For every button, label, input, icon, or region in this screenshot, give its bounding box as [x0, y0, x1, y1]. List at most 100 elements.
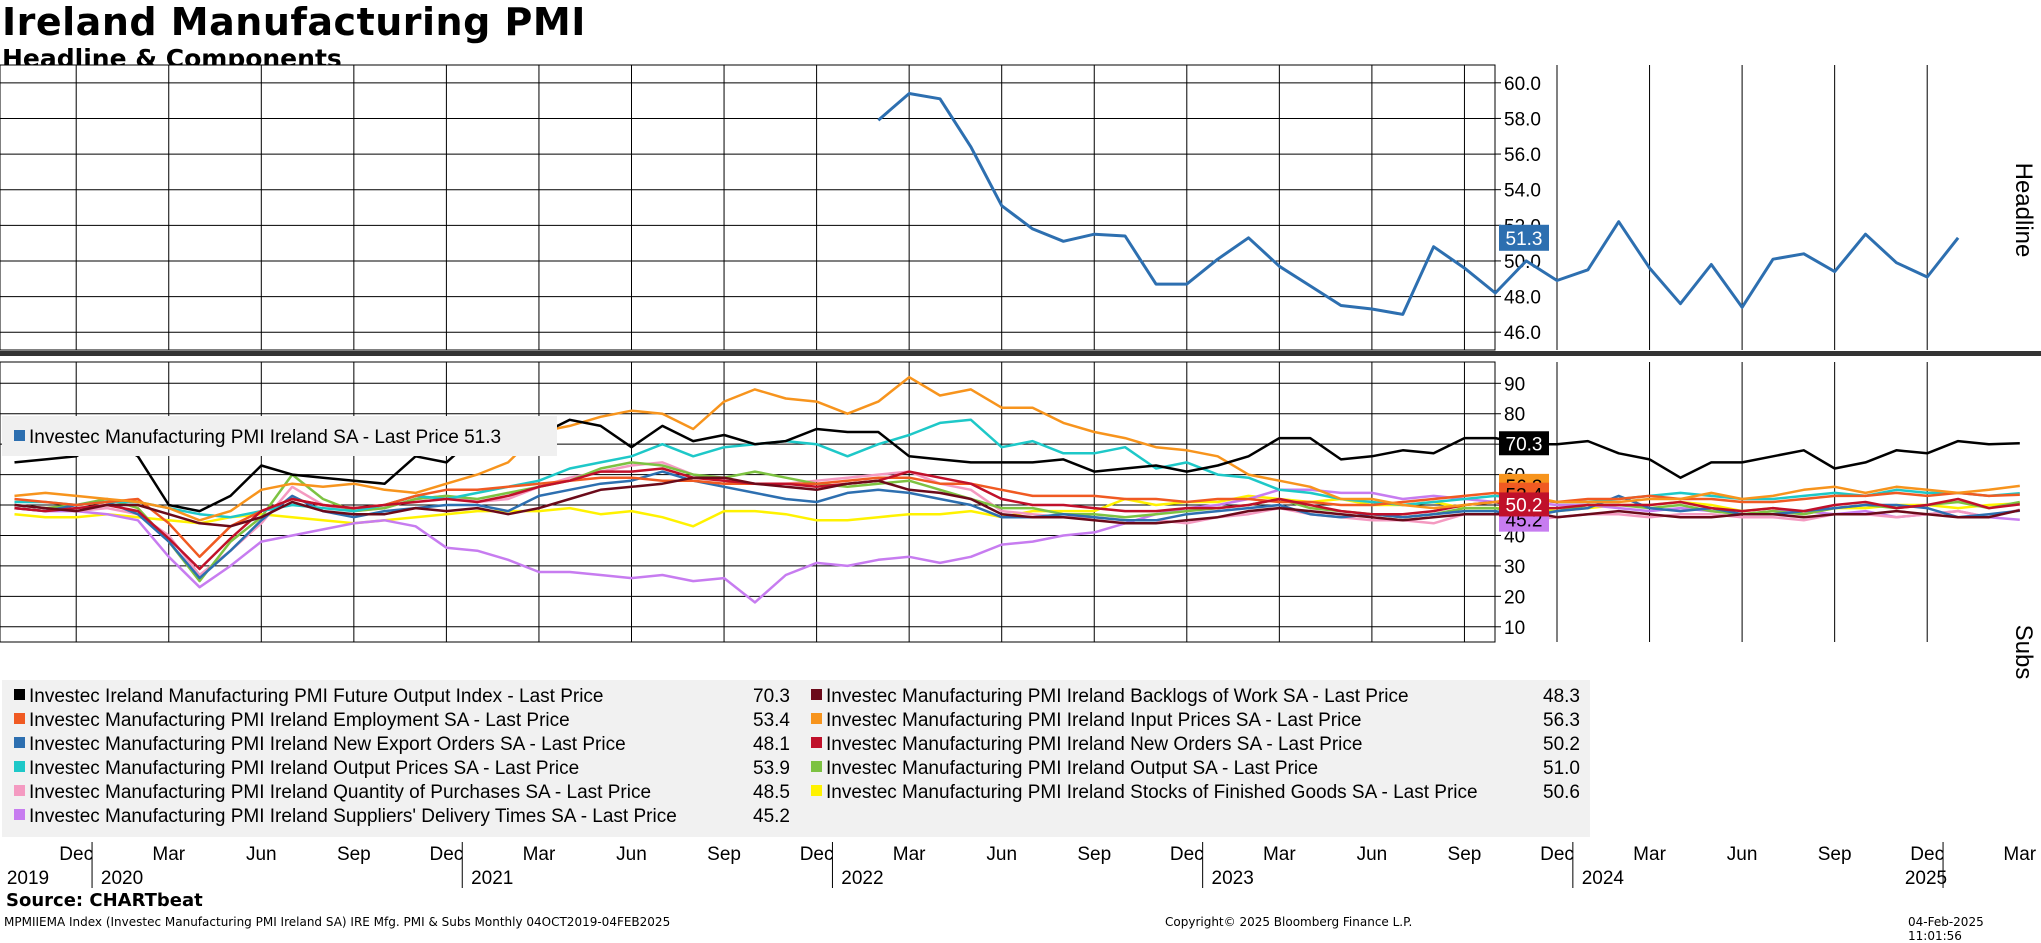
subs-series-line — [14, 461, 2021, 583]
subs-legend-label: Investec Manufacturing PMI Ireland New E… — [29, 734, 626, 755]
subs-ytick-label: 40 — [1504, 526, 1525, 547]
headline-ytick-label: 50.0 — [1504, 252, 1541, 273]
subs-ytick-label: 30 — [1504, 557, 1525, 578]
headline-panel-frame — [0, 64, 1496, 351]
subs-legend-value: 48.5 — [753, 782, 790, 803]
subs-last-value-label: 50.2 — [1506, 495, 1543, 516]
subs-legend-swatch — [811, 785, 822, 796]
subs-legend-label: Investec Manufacturing PMI Ireland New O… — [826, 734, 1362, 755]
subs-ytick-label: 90 — [1504, 374, 1525, 395]
subs-legend-swatch — [14, 761, 25, 772]
timestamp-note: 04-Feb-2025 11:01:56 — [1908, 915, 1984, 943]
xtick-month-label: Dec — [430, 844, 464, 865]
subs-axis-title: Subs — [2010, 625, 2037, 680]
copyright-note: Copyright© 2025 Bloomberg Finance L.P. — [1165, 915, 1413, 929]
xtick-month-label: Mar — [152, 844, 185, 865]
headline-axis-title: Headline — [2010, 163, 2037, 258]
subs-legend-label: Investec Ireland Manufacturing PMI Futur… — [29, 686, 604, 707]
subs-last-value-tag — [1499, 492, 1549, 517]
headline-series-line — [877, 92, 1960, 316]
subs-legend-label: Investec Manufacturing PMI Ireland Stock… — [826, 782, 1478, 803]
subs-series-line — [14, 476, 2021, 528]
subs-legend-label: Investec Manufacturing PMI Ireland Emplo… — [29, 710, 570, 731]
subs-series-line — [14, 467, 2020, 571]
subs-legend-value: 70.3 — [753, 686, 790, 707]
subs-last-value-tag — [1499, 431, 1549, 456]
headline-ytick-label: 56.0 — [1504, 145, 1541, 166]
xtick-year-label: 2025 — [1905, 868, 1947, 889]
panel-separator — [0, 351, 2041, 356]
subs-legend-swatch — [14, 689, 25, 700]
xtick-month-label: Jun — [616, 844, 647, 865]
xtick-month-label: Sep — [337, 844, 371, 865]
subs-legend-swatch — [811, 737, 822, 748]
subs-legend-swatch — [811, 713, 822, 724]
headline-ytick-label: 46.0 — [1504, 323, 1541, 344]
xtick-year-label: 2024 — [1582, 868, 1625, 889]
xtick-month-label: Mar — [523, 844, 556, 865]
subs-legend-value: 45.2 — [753, 806, 790, 827]
xtick-month-label: Dec — [800, 844, 834, 865]
subs-series-line — [14, 375, 2020, 522]
subs-ytick-label: 20 — [1504, 587, 1525, 608]
ticker-note: MPMIIEMA Index (Investec Manufacturing P… — [4, 915, 671, 929]
subs-last-value-label: 70.3 — [1506, 434, 1543, 455]
subs-ytick-label: 80 — [1504, 405, 1525, 426]
xtick-month-label: Mar — [2003, 844, 2036, 865]
subs-legend-label: Investec Manufacturing PMI Ireland Quant… — [29, 782, 651, 803]
subs-legend-value: 56.3 — [1543, 710, 1580, 731]
headline-last-value-tag — [1499, 224, 1549, 251]
xtick-month-label: Sep — [1077, 844, 1111, 865]
headline-ytick-label: 48.0 — [1504, 288, 1541, 309]
xtick-year-label: 2020 — [101, 868, 143, 889]
xtick-month-label: Dec — [59, 844, 93, 865]
subs-legend-swatch — [14, 785, 25, 796]
headline-ytick-label: 54.0 — [1504, 181, 1541, 202]
headline-ytick-label: 58.0 — [1504, 109, 1541, 130]
subs-legend-label: Investec Manufacturing PMI Ireland Suppl… — [29, 806, 677, 827]
xtick-month-label: Dec — [1170, 844, 1204, 865]
xtick-year-label: 2021 — [471, 868, 513, 889]
headline-legend-label: Investec Manufacturing PMI Ireland SA - … — [29, 427, 501, 448]
xtick-month-label: Mar — [1263, 844, 1296, 865]
subs-series-line — [14, 418, 2020, 513]
xtick-year-label: 2022 — [841, 868, 883, 889]
subs-legend-swatch — [14, 737, 25, 748]
xtick-month-label: Sep — [1448, 844, 1482, 865]
subs-legend-swatch — [14, 809, 25, 820]
xtick-month-label: Dec — [1540, 844, 1574, 865]
xtick-year-label: 2023 — [1212, 868, 1254, 889]
subs-legend-value: 48.1 — [753, 734, 790, 755]
headline-ytick-label: 60.0 — [1504, 74, 1541, 95]
subs-series-line — [14, 418, 2020, 519]
xtick-month-label: Mar — [1633, 844, 1666, 865]
source-note: Source: CHARTbeat — [6, 890, 203, 911]
chart-title: Ireland Manufacturing PMI — [2, 0, 586, 44]
xtick-month-label: Mar — [893, 844, 926, 865]
subs-legend-box — [2, 680, 1590, 837]
subs-legend-swatch — [14, 713, 25, 724]
subs-legend-value: 48.3 — [1543, 686, 1580, 707]
headline-last-value-label: 51.3 — [1506, 229, 1543, 250]
subs-legend-swatch — [811, 689, 822, 700]
xtick-month-label: Jun — [1357, 844, 1388, 865]
xtick-month-label: Sep — [1818, 844, 1852, 865]
subs-legend-label: Investec Manufacturing PMI Ireland Outpu… — [29, 758, 579, 779]
headline-legend-box — [2, 416, 557, 456]
subs-series-line — [14, 470, 2020, 580]
headline-legend-swatch — [14, 430, 25, 441]
subs-legend-value: 53.4 — [753, 710, 790, 731]
xtick-month-label: Sep — [707, 844, 741, 865]
subs-legend-value: 50.6 — [1543, 782, 1580, 803]
subs-legend-label: Investec Manufacturing PMI Ireland Backl… — [826, 686, 1409, 707]
subs-series-line — [14, 488, 2020, 604]
xtick-year-label: 2019 — [7, 868, 49, 889]
xtick-month-label: Jun — [986, 844, 1017, 865]
subs-legend-label: Investec Manufacturing PMI Ireland Outpu… — [826, 758, 1318, 779]
subs-legend-value: 50.2 — [1543, 734, 1580, 755]
xtick-month-label: Jun — [1727, 844, 1758, 865]
subs-legend-label: Investec Manufacturing PMI Ireland Input… — [826, 710, 1361, 731]
subs-ytick-label: 10 — [1504, 618, 1525, 639]
subs-legend-value: 53.9 — [753, 758, 790, 779]
